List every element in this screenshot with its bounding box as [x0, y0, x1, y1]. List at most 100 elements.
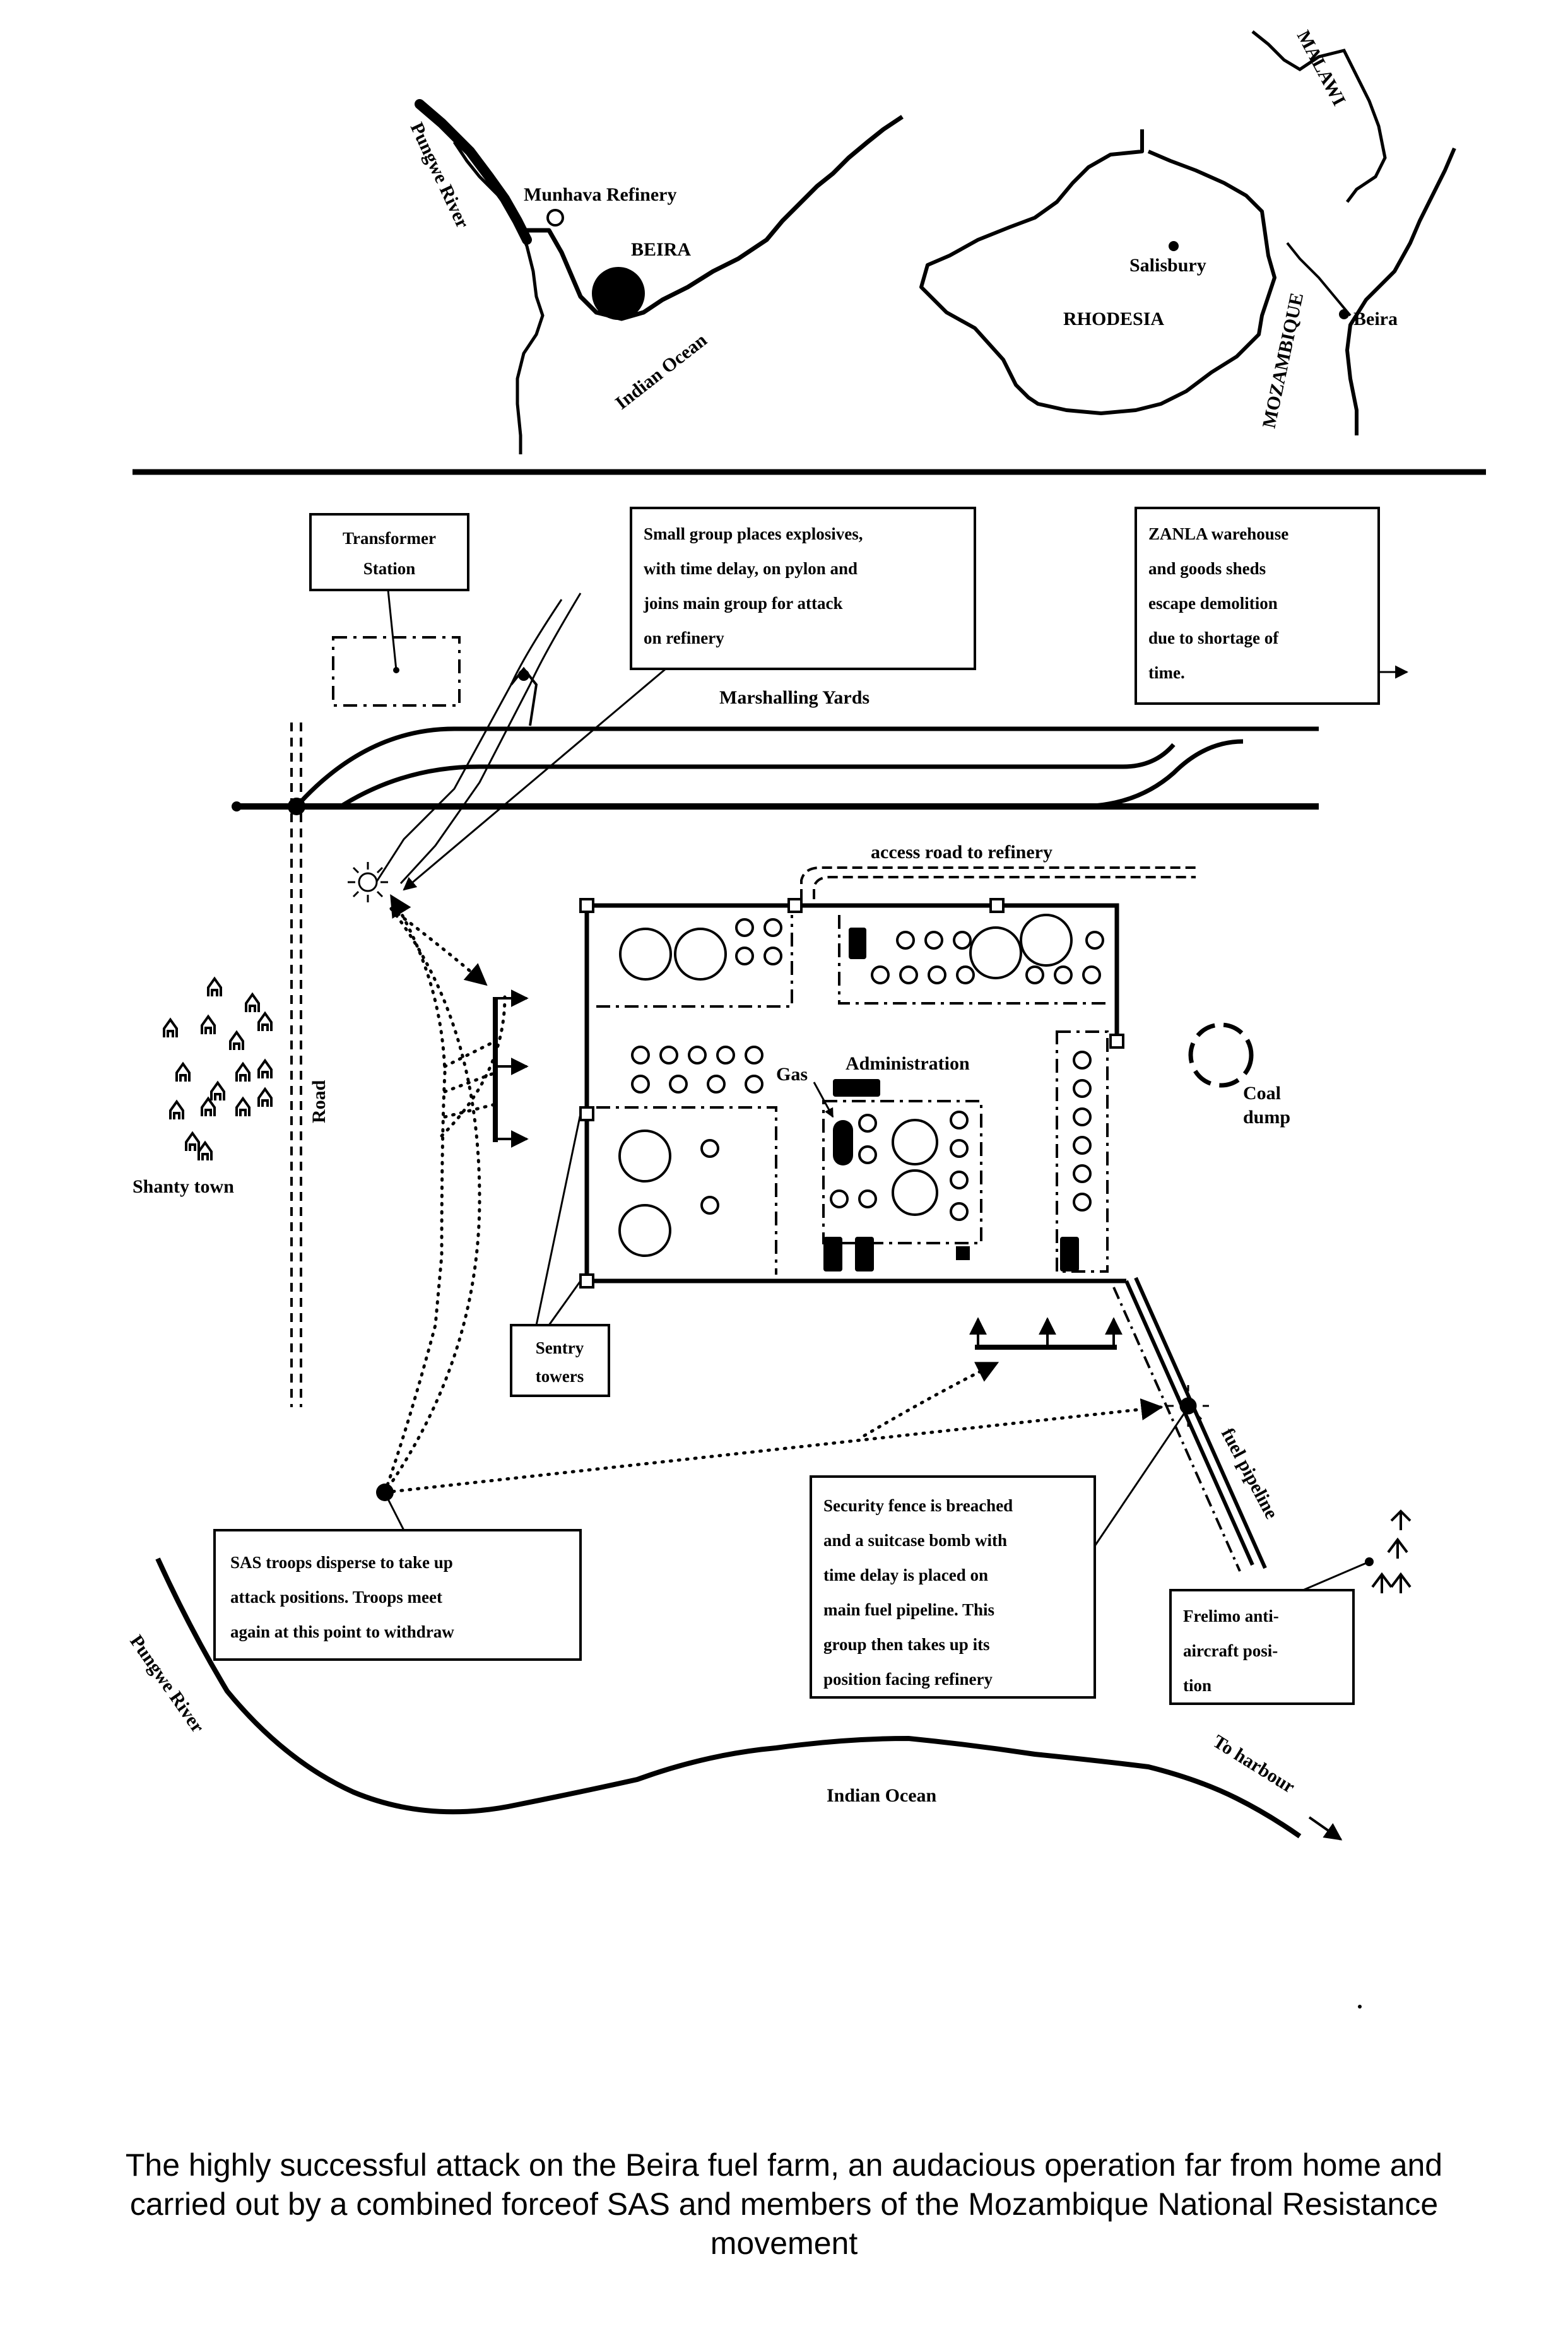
to-harbour-arrow [1308, 1816, 1343, 1841]
coastline [521, 115, 904, 321]
road: Road [290, 723, 329, 1407]
sas-box: SAS troops disperse to take up attack po… [213, 1529, 582, 1661]
inset-region-map: MALAWI Salisbury RHODESIA MOZAMBIQUE Bei… [919, 27, 1456, 435]
inland-border [452, 141, 545, 454]
refinery-buildings [823, 928, 1079, 1271]
storage-tanks [618, 914, 1104, 1257]
mozambique-label: MOZAMBIQUE [1259, 291, 1308, 430]
caption-line-3: movement [710, 2226, 858, 2261]
hut-icon [201, 1014, 216, 1034]
caption-line-1: The highly successful attack on the Beir… [125, 2147, 1443, 2183]
salisbury-marker [1169, 241, 1179, 251]
shanty-town [163, 976, 273, 1160]
sas-leader [385, 1495, 405, 1531]
security-line-4: main fuel pipeline. This [823, 1600, 994, 1619]
transformer-dot [393, 667, 399, 673]
sas-line-2: attack positions. Troops meet [230, 1588, 442, 1607]
hut-icon [245, 992, 260, 1012]
hut-icon [175, 1061, 191, 1082]
small-group-line-3: joins main group for attack [643, 594, 843, 613]
to-harbour-label: To harbour [1209, 1731, 1299, 1798]
beira-region-label: Beira [1353, 309, 1398, 329]
transformer-station-box: Transformer Station [309, 513, 469, 591]
movement-routes [383, 894, 1164, 1494]
beira-city-marker [592, 267, 645, 320]
indian-ocean-label: Indian Ocean [611, 329, 711, 413]
zanla-line-3: escape demolition [1148, 594, 1278, 613]
sentry-leaders [535, 1113, 582, 1326]
refinery-compound: Gas Administration [579, 898, 1126, 1289]
malawi-border [1251, 30, 1387, 203]
frelimo-line-2: aircraft posi- [1183, 1641, 1278, 1660]
shanty-town-label: Shanty town [133, 1176, 234, 1197]
anti-aircraft-guns-icon [1371, 1509, 1412, 1593]
gas-label: Gas [776, 1064, 808, 1085]
sentry-tower-markers [579, 898, 1124, 1289]
coal-dump-label-1: Coal [1243, 1083, 1281, 1104]
rhodesia-label: RHODESIA [1063, 309, 1164, 329]
hut-icon [257, 1058, 273, 1078]
marshalling-yards-label: Marshalling Yards [719, 687, 869, 708]
hut-icon [257, 1087, 273, 1107]
marshalling-yards: Marshalling Yards [232, 687, 1319, 815]
svg-text:Transformer: Transformer [343, 529, 436, 548]
frelimo-line-1: Frelimo anti- [1183, 1607, 1279, 1625]
beira-marker [1339, 309, 1349, 319]
access-road: access road to refinery [800, 842, 1196, 899]
security-line-6: position facing refinery [823, 1670, 993, 1689]
security-line-3: time delay is placed on [823, 1566, 988, 1584]
hut-icon [235, 1096, 251, 1116]
south-assault-line [969, 1317, 1123, 1350]
security-line-1: Security fence is breached [823, 1496, 1013, 1515]
svg-text:Station: Station [363, 559, 416, 578]
indian-ocean-label-main: Indian Ocean [827, 1785, 937, 1806]
transformer-line-1: Transformer [343, 529, 436, 548]
frelimo-box: Frelimo anti- aircraft posi- tion [1169, 1589, 1355, 1705]
caption: The highly successful attack on the Beir… [0, 2145, 1568, 2263]
pungwe-river-label-main: Pungwe River [126, 1631, 208, 1737]
salisbury-label: Salisbury [1129, 255, 1206, 276]
small-group-line-2: with time delay, on pylon and [644, 559, 858, 578]
sas-line-3: again at this point to withdraw [230, 1622, 454, 1641]
zanla-line-5: time. [1148, 663, 1185, 682]
gas-pointer [813, 1082, 834, 1118]
caption-line-2: carried out by a combined forceof SAS an… [129, 2186, 1439, 2222]
fuel-pipeline: fuel pipeline [1112, 1277, 1282, 1572]
southern-coastline [155, 1557, 1302, 1839]
security-box: Security fence is breached and a suitcas… [810, 1475, 1096, 1699]
hut-icon [197, 1140, 213, 1160]
sas-line-1: SAS troops disperse to take up [230, 1553, 453, 1572]
hut-icon [257, 1011, 273, 1031]
frelimo-dot [1365, 1557, 1374, 1566]
transformer-leader [387, 589, 398, 671]
zanla-line-2: and goods sheds [1148, 559, 1266, 578]
inset-beira-map: Pungwe River Munhava Refinery BEIRA Indi… [406, 99, 904, 454]
speck [1358, 2005, 1362, 2009]
sentry-towers-box: Sentry towers [510, 1324, 610, 1397]
security-line-5: group then takes up its [823, 1635, 990, 1654]
access-road-label: access road to refinery [871, 842, 1052, 863]
hut-icon [201, 1096, 216, 1116]
security-line-2: and a suitcase bomb with [823, 1531, 1007, 1550]
beira-label: BEIRA [631, 239, 691, 260]
hut-icon [185, 1131, 200, 1151]
munhava-refinery-marker [546, 209, 564, 227]
pylon-powerline [374, 593, 582, 885]
security-leader [1093, 1410, 1188, 1547]
small-group-box: Small group places explosives, with time… [630, 507, 976, 670]
administration-label: Administration [846, 1053, 970, 1074]
munhava-refinery-label: Munhava Refinery [524, 184, 677, 205]
transformer-line-2: Station [363, 559, 416, 578]
zanla-line-4: due to shortage of [1148, 628, 1279, 647]
pipeline-bomb-icon [1167, 1385, 1209, 1427]
zanla-line-1: ZANLA warehouse [1148, 524, 1288, 543]
small-group-line-1: Small group places explosives, [644, 524, 863, 543]
coal-dump-label-2: dump [1243, 1107, 1290, 1128]
sentry-line-1: Sentry [536, 1338, 584, 1357]
rendezvous-point [376, 1484, 394, 1501]
hut-icon [207, 976, 222, 996]
small-group-leader [403, 668, 666, 891]
pungwe-river-label: Pungwe River [406, 119, 473, 232]
pylon-explosion-icon [348, 862, 388, 902]
